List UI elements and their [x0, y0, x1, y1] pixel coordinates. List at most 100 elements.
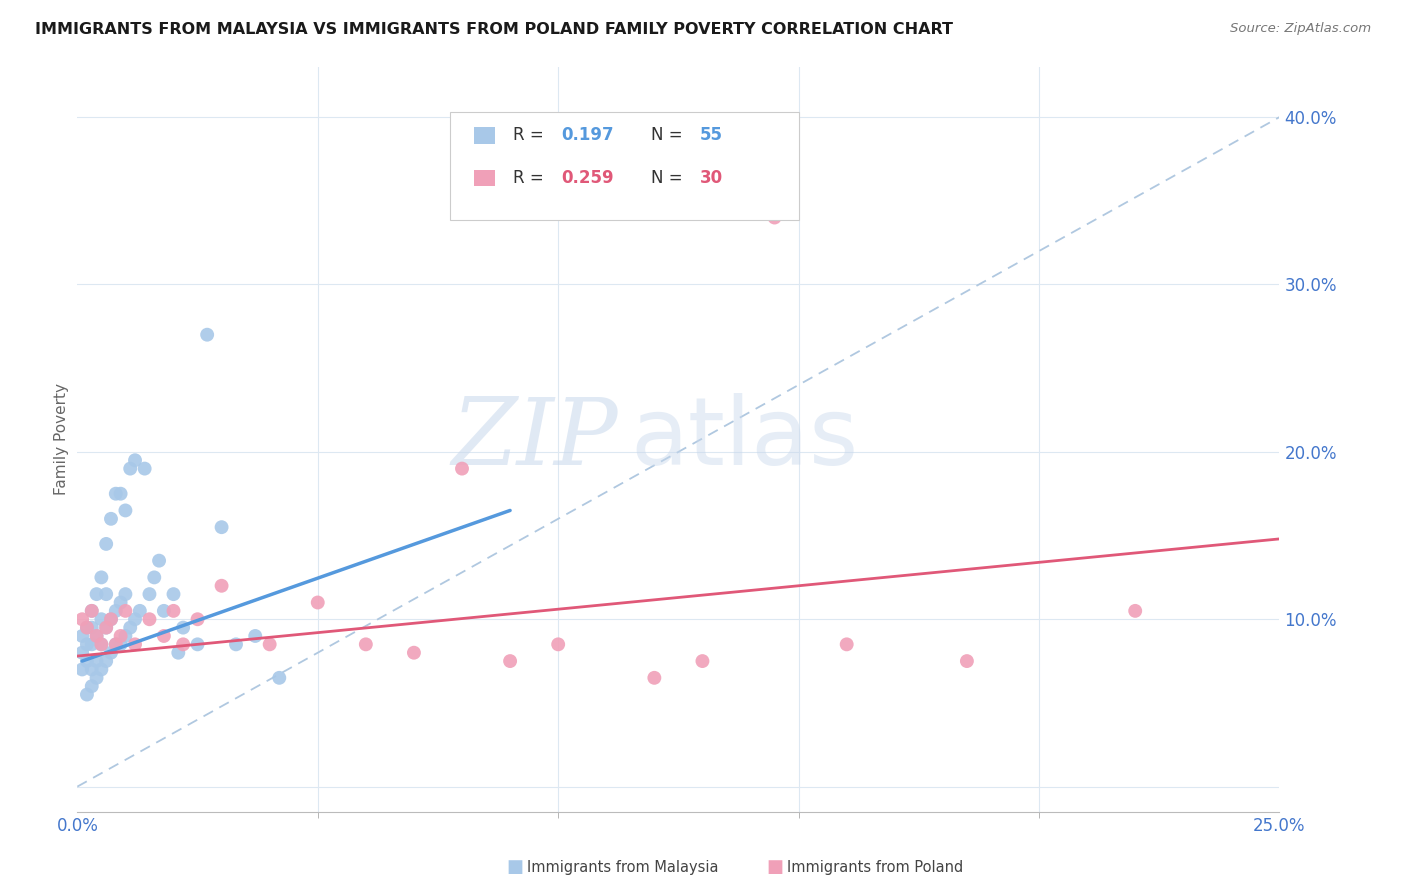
Point: [76, 621, 98, 635]
Point: [76, 637, 98, 651]
Text: 55: 55: [700, 127, 723, 145]
Point: [245, 629, 267, 643]
Point: [90, 612, 112, 626]
Point: [499, 654, 522, 668]
Point: [80, 604, 103, 618]
Point: [110, 637, 132, 651]
Point: [110, 595, 132, 609]
Point: [120, 461, 142, 475]
Point: [124, 637, 146, 651]
Point: [70, 663, 93, 677]
Text: 0.197: 0.197: [561, 127, 614, 145]
Text: IMMIGRANTS FROM MALAYSIA VS IMMIGRANTS FROM POLAND FAMILY POVERTY CORRELATION CH: IMMIGRANTS FROM MALAYSIA VS IMMIGRANTS F…: [35, 22, 953, 37]
Point: [86, 629, 108, 643]
Point: [90, 663, 112, 677]
Point: [1123, 604, 1146, 618]
Point: [402, 646, 425, 660]
Point: [100, 612, 122, 626]
Point: [187, 612, 209, 626]
Point: [70, 646, 93, 660]
Point: [70, 612, 93, 626]
Point: [100, 612, 122, 626]
Point: [96, 587, 118, 601]
Point: [114, 503, 136, 517]
Point: [80, 679, 103, 693]
Text: 0.259: 0.259: [561, 169, 614, 187]
Text: Immigrants from Poland: Immigrants from Poland: [787, 860, 963, 874]
Text: atlas: atlas: [630, 393, 859, 485]
Point: [643, 671, 665, 685]
Point: [86, 671, 108, 685]
Point: [162, 604, 184, 618]
Point: [76, 621, 98, 635]
Point: [124, 612, 146, 626]
Point: [307, 595, 329, 609]
Point: [763, 211, 786, 225]
Point: [225, 637, 247, 651]
Point: [76, 654, 98, 668]
Point: [110, 486, 132, 500]
Y-axis label: Family Poverty: Family Poverty: [53, 384, 69, 495]
Point: [100, 512, 122, 526]
Point: [104, 486, 127, 500]
Point: [114, 604, 136, 618]
Point: [80, 621, 103, 635]
Point: [104, 637, 127, 651]
Point: [104, 604, 127, 618]
Point: [110, 629, 132, 643]
Point: [956, 654, 979, 668]
Point: [138, 587, 160, 601]
Point: [104, 637, 127, 651]
Point: [162, 587, 184, 601]
Point: [96, 621, 118, 635]
FancyBboxPatch shape: [450, 112, 799, 219]
Point: [547, 637, 569, 651]
Point: [90, 570, 112, 584]
Point: [86, 587, 108, 601]
Point: [96, 537, 118, 551]
Point: [172, 637, 194, 651]
Point: [187, 637, 209, 651]
Text: N =: N =: [651, 169, 689, 187]
Point: [90, 637, 112, 651]
Point: [259, 637, 281, 651]
Point: [835, 637, 858, 651]
Point: [143, 570, 166, 584]
Point: [96, 654, 118, 668]
Point: [80, 663, 103, 677]
Point: [70, 629, 93, 643]
Point: [80, 604, 103, 618]
Point: [153, 629, 176, 643]
Point: [167, 646, 190, 660]
Text: N =: N =: [651, 127, 689, 145]
Point: [692, 654, 714, 668]
Point: [172, 621, 194, 635]
Point: [86, 629, 108, 643]
Point: [90, 637, 112, 651]
Text: 30: 30: [700, 169, 723, 187]
Point: [354, 637, 377, 651]
Text: Source: ZipAtlas.com: Source: ZipAtlas.com: [1230, 22, 1371, 36]
Point: [148, 554, 170, 568]
Point: [124, 453, 146, 467]
Point: [269, 671, 291, 685]
Text: ZIP: ZIP: [451, 394, 619, 484]
Point: [114, 629, 136, 643]
Text: ■: ■: [506, 858, 523, 876]
Point: [86, 654, 108, 668]
Point: [114, 587, 136, 601]
Point: [120, 621, 142, 635]
FancyBboxPatch shape: [474, 128, 495, 144]
Text: R =: R =: [513, 169, 550, 187]
Point: [211, 579, 233, 593]
Point: [153, 604, 176, 618]
Point: [96, 621, 118, 635]
Point: [451, 461, 474, 475]
Point: [128, 604, 150, 618]
Point: [80, 637, 103, 651]
Text: Immigrants from Malaysia: Immigrants from Malaysia: [527, 860, 718, 874]
Text: R =: R =: [513, 127, 550, 145]
Point: [134, 461, 156, 475]
Point: [211, 520, 233, 534]
Point: [100, 646, 122, 660]
